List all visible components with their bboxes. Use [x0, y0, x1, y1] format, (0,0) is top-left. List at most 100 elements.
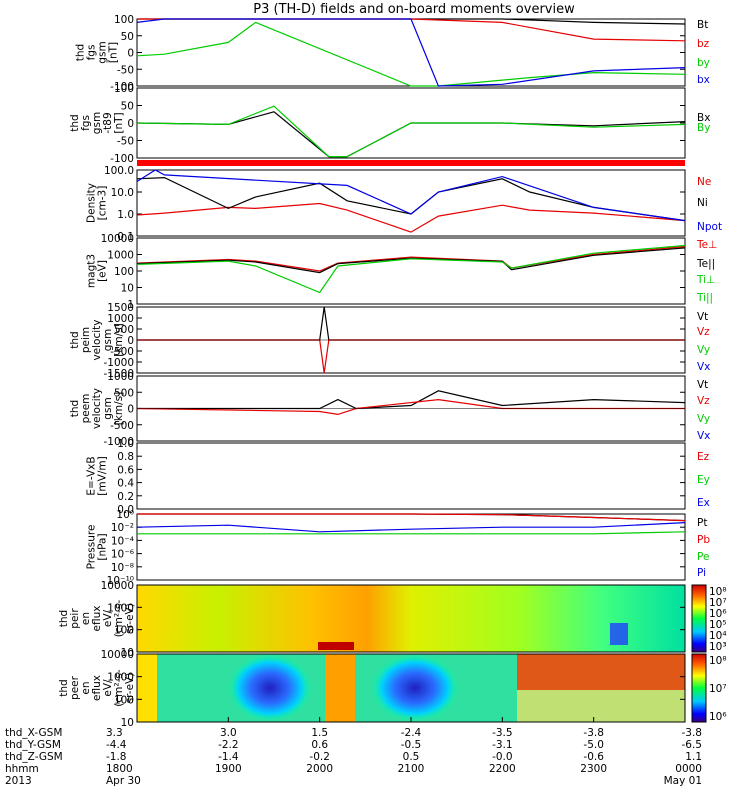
y-axis-label: thd: [75, 44, 87, 61]
y-tick-label: 100: [114, 14, 134, 26]
y-axis-label: [cm-3]: [97, 186, 109, 221]
legend-item: Pt: [697, 517, 707, 529]
footer-value: May 01: [664, 775, 702, 787]
y-axis-label: velocity: [91, 388, 103, 429]
colorbar-label: 10⁷: [709, 597, 727, 609]
y-tick-label: 0.6: [117, 464, 134, 476]
legend-item: Npot: [697, 221, 722, 233]
y-axis-label: sr-eV): [124, 603, 136, 634]
y-tick-label: 0.1: [117, 231, 134, 243]
series-bx: [136, 18, 686, 87]
y-axis-label: gsm: [102, 397, 114, 419]
series-Bx: [136, 111, 686, 158]
y-tick-label: -50: [117, 136, 134, 148]
y-axis-label: sr-eV): [124, 673, 136, 704]
y-axis-label: peim: [80, 327, 92, 353]
quality-flag-bar: [137, 160, 685, 166]
series-Pb: [137, 513, 686, 522]
y-axis-label: [nPa]: [97, 533, 109, 560]
footer-value: 3.3: [106, 727, 123, 739]
y-tick-label: 1000: [107, 250, 134, 262]
y-axis-label: thd: [69, 114, 81, 131]
y-tick-label: -500: [110, 420, 134, 432]
series-Vt: [137, 390, 686, 410]
y-tick-label: 0: [127, 118, 134, 130]
y-tick-label: 1500: [107, 302, 134, 314]
y-tick-label: 100: [114, 625, 134, 637]
footer-value: 2200: [489, 763, 516, 775]
y-axis-label: [nT]: [108, 42, 120, 63]
y-tick-label: 1000: [107, 672, 134, 684]
spectrogram-blob-1: [228, 654, 312, 722]
y-axis-label: (cm²-s-: [113, 669, 125, 707]
colorbar-label: 10⁸: [709, 655, 727, 667]
colorbar-label: 10³: [709, 641, 727, 653]
footer-value: -6.5: [682, 739, 703, 751]
series-Pe: [137, 531, 686, 535]
colorbar-label: 10⁶: [709, 711, 727, 723]
y-axis-label: Density: [86, 183, 98, 223]
legend-item: Pi: [697, 567, 706, 579]
series-Vz: [136, 398, 685, 416]
panel-frame: [136, 584, 686, 653]
legend-item: bx: [697, 74, 710, 86]
y-axis-label: eflux: [91, 606, 103, 632]
y-tick-label: -50: [117, 64, 134, 76]
footer-value: 3.0: [220, 727, 237, 739]
legend-item: Ex: [697, 497, 710, 509]
legend-item: Bx: [697, 112, 710, 124]
footer-row-label: 2013: [5, 775, 32, 787]
footer-value: -0.5: [401, 739, 422, 751]
y-tick-label: 0: [127, 404, 134, 416]
y-axis-label: thd: [69, 331, 81, 348]
colorbar-label: 10⁸: [709, 586, 727, 598]
panel-specI: 10000 1000 100 10 thd peir en eflux eV/(cm²-s-sr…: [58, 580, 727, 659]
colorbar: [691, 584, 707, 653]
y-tick-label: -500: [110, 346, 134, 358]
legend-item: Vt: [697, 311, 708, 323]
y-axis-label: [mV/m]: [97, 456, 109, 495]
footer-value: -3.8: [682, 727, 703, 739]
y-tick-label: 1: [127, 299, 134, 311]
footer-value: -0.2: [309, 751, 330, 763]
series-Ni: [136, 176, 686, 222]
y-axis-label: thd: [58, 610, 70, 627]
y-axis-label: -t89: [102, 112, 114, 133]
y-axis-label: gsm: [91, 112, 103, 134]
panel-fgs: 100 50 0 -50 -100 thd fgs gsm [nT] Bt bz by bx: [75, 14, 710, 93]
y-tick-label: 100: [114, 266, 134, 278]
colorbar-label: 10⁴: [709, 630, 727, 642]
panel-temp: 10000 1000 100 10 1 magt3 [eV] Te⊥ Te|| Ti⊥ Ti||: [86, 233, 718, 311]
y-axis-label: [nT]: [113, 112, 125, 133]
legend-item: Ne: [697, 176, 711, 188]
y-tick-label: 50: [121, 101, 134, 113]
y-tick-label: 10⁻⁸: [111, 562, 134, 574]
y-tick-label: 10: [121, 647, 134, 659]
y-tick-label: 1000: [107, 313, 134, 325]
y-tick-label: 0.4: [117, 478, 134, 490]
footer-value: -0.6: [583, 751, 604, 763]
legend-item: Pb: [697, 534, 710, 546]
y-tick-label: 100.0: [104, 165, 134, 177]
legend-item: bz: [697, 38, 710, 50]
footer-row-label: thd_Y-GSM: [5, 739, 61, 751]
y-tick-label: 10⁰: [116, 509, 134, 521]
panel-frame: [136, 513, 686, 581]
series-Ti⊥: [136, 244, 686, 294]
footer-value: 1.1: [685, 751, 702, 763]
footer-value: -3.5: [492, 727, 513, 739]
y-axis-label: gsm: [102, 329, 114, 351]
legend-item: Ni: [697, 197, 708, 209]
legend-item: Vz: [697, 395, 710, 407]
footer-value: 1.5: [311, 727, 328, 739]
footer-value: -0.0: [492, 751, 513, 763]
series-Vt: [137, 306, 685, 341]
legend-item: Ez: [697, 451, 710, 463]
y-axis-label: peer: [69, 675, 81, 700]
y-tick-label: 1000: [107, 602, 134, 614]
series-Te||: [136, 247, 686, 274]
